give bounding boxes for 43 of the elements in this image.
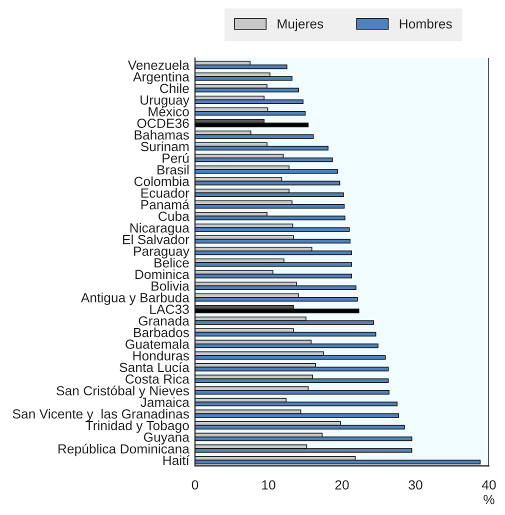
y-tick-label: El Salvador <box>123 234 190 244</box>
y-tick-label: Bahamas <box>134 130 189 140</box>
y-tick-label: Perú <box>162 153 189 163</box>
y-tick-label: Bolivia <box>152 281 190 291</box>
y-tick-label: Antigua y Barbuda <box>80 292 190 305</box>
y-tick-label: LAC33 <box>150 304 189 314</box>
y-tick-label: Belice <box>154 258 189 268</box>
y-tick-label: Paraguay <box>134 246 190 258</box>
y-tick-label: Dominica <box>136 269 190 280</box>
y-tick-label: Brasil <box>158 164 189 174</box>
x-tick-label: 40 <box>482 480 496 490</box>
y-tick-label: Costa Rica <box>126 374 190 384</box>
y-tick-label: Nicaragua <box>130 222 190 236</box>
y-tick-label: Guyana <box>144 432 190 444</box>
y-tick-label: Surinam <box>140 142 189 152</box>
y-tick-label: Guatemala <box>126 339 190 349</box>
y-tick-label: Chile <box>160 83 189 94</box>
y-tick-label: Trinidad y Tobago <box>86 420 189 433</box>
y-tick-label: Barbados <box>134 328 189 338</box>
y-tick-label: Venezuela <box>128 60 190 70</box>
y-tick-label: San Vicente y las Granadinas <box>12 408 189 422</box>
legend-label: Mujeres <box>278 18 324 32</box>
y-tick-label: Argentina <box>132 72 190 84</box>
y-tick-label: Cuba <box>158 211 190 221</box>
y-tick-label: Ecuador <box>141 188 190 198</box>
y-tick-label: OCDE36 <box>137 118 189 128</box>
y-tick-label: Colombia <box>134 176 190 186</box>
y-tick-label: República Dominicana <box>58 444 190 456</box>
x-axis-title: % <box>484 494 494 504</box>
y-tick-label: Uruguay <box>140 96 190 108</box>
legend-label: Hombres <box>400 18 452 29</box>
y-tick-label: Haití <box>163 455 190 466</box>
y-tick-label: Jamaica <box>140 397 190 407</box>
y-tick-label: México <box>148 106 189 116</box>
y-tick-label: Granada <box>138 316 190 326</box>
y-tick-label: San Cristóbal y Nieves <box>56 386 189 398</box>
x-tick-label: 20 <box>335 480 349 490</box>
x-tick-label: 0 <box>192 480 198 490</box>
x-tick-label: 10 <box>262 480 276 490</box>
y-tick-label: Santa Lucía <box>120 362 190 372</box>
y-tick-label: Honduras <box>133 350 189 360</box>
x-tick-label: 30 <box>408 480 422 490</box>
y-tick-label: Panamá <box>141 200 190 210</box>
